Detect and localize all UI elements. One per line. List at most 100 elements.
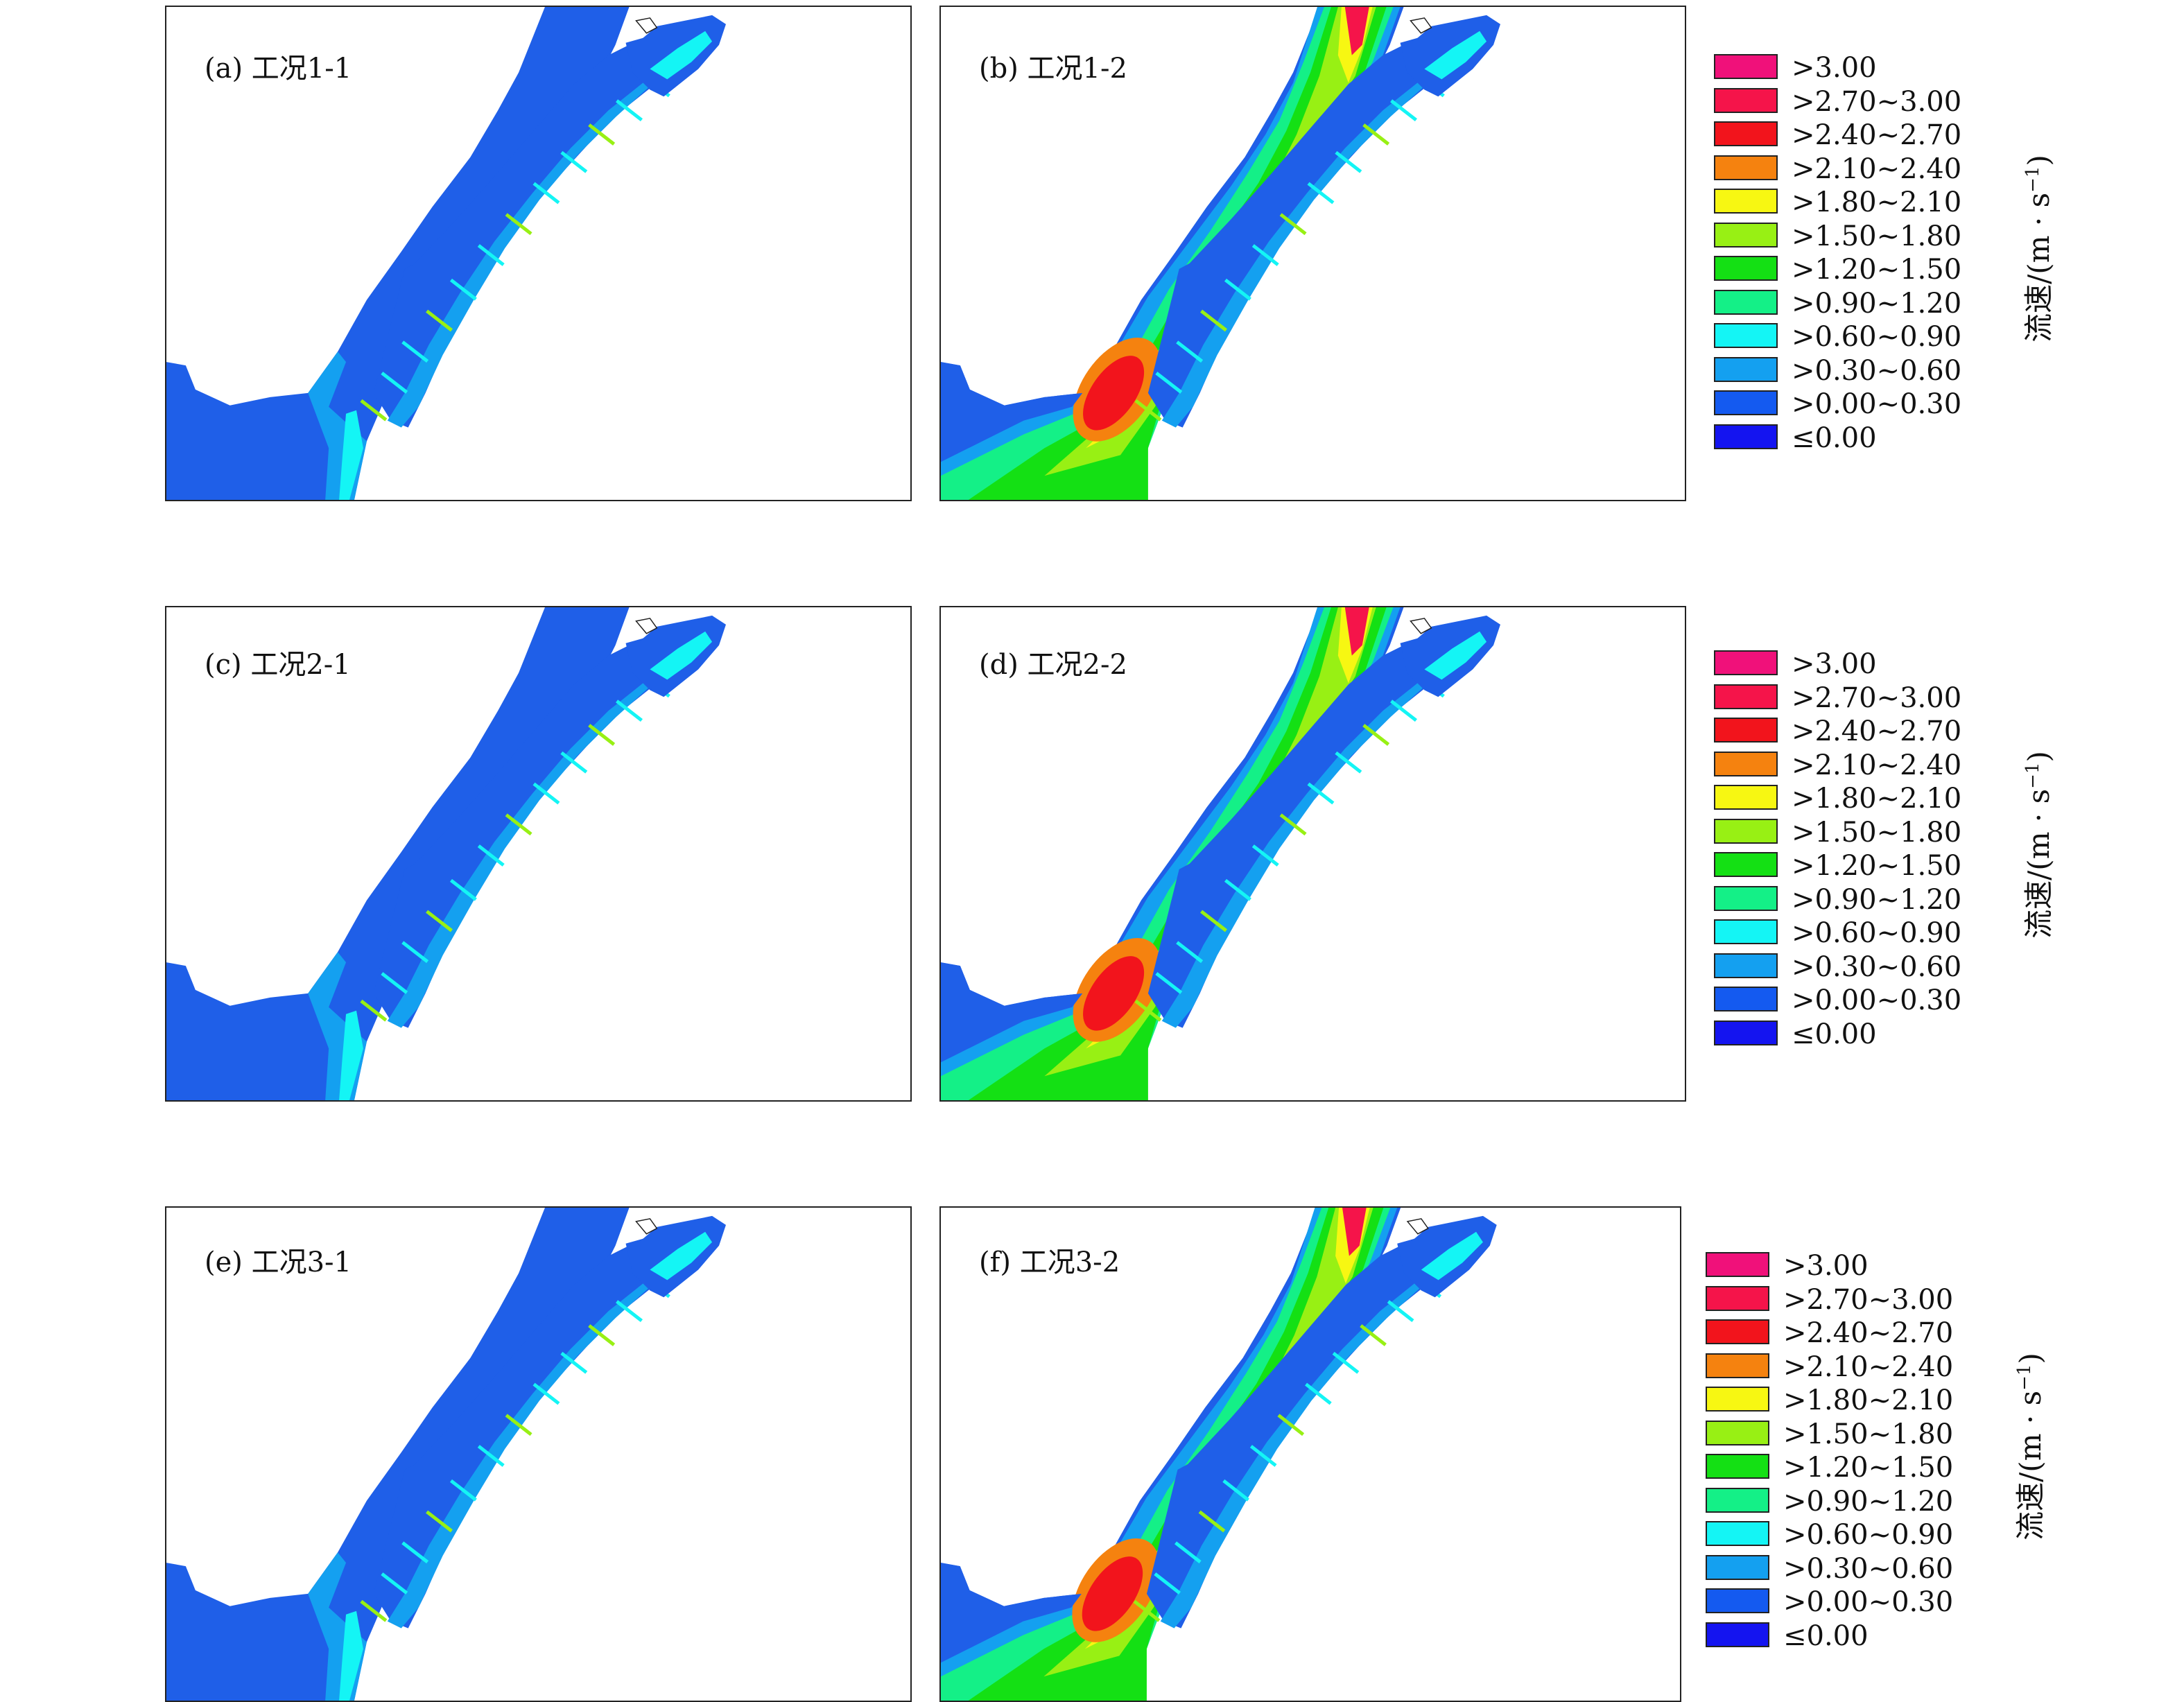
panel-a: (a) 工况1-1 [165, 6, 912, 501]
groyne [426, 309, 453, 332]
legend-label: >2.70~3.00 [1792, 681, 1962, 714]
groyne [360, 1599, 388, 1622]
legend-swatch [1706, 1454, 1769, 1479]
legend-swatch [1706, 1521, 1769, 1546]
legend-item: >0.90~1.20 [1714, 287, 2005, 320]
gate-structure [635, 618, 658, 634]
groyne [1279, 213, 1307, 236]
zone-270-300 [1342, 1208, 1367, 1256]
legend-label: >1.50~1.80 [1792, 220, 1962, 252]
legend-item: >0.30~0.60 [1714, 355, 2005, 387]
legend-item: >0.00~0.30 [1714, 388, 2005, 420]
legend-label: >2.10~2.40 [1792, 153, 1962, 185]
groyne [477, 844, 505, 867]
groyne [1305, 1382, 1332, 1405]
groyne [1362, 724, 1390, 746]
legend-label: >0.90~1.20 [1792, 287, 1962, 320]
legend-swatch [1714, 390, 1778, 415]
groyne [1224, 878, 1251, 901]
basin-flow [1424, 31, 1487, 80]
basin-flow [650, 631, 713, 680]
groyne [426, 910, 453, 932]
legend-3: >3.00 >2.70~3.00 >2.40~2.70 >2.10~2.40 >1.80… [1706, 1250, 2094, 1668]
legend-label: >0.60~0.90 [1783, 1519, 1954, 1551]
left-bay [941, 362, 1083, 462]
side-channel-flow [1161, 37, 1466, 428]
zone-270-300 [1344, 607, 1369, 656]
legend-item: >2.70~3.00 [1714, 681, 2005, 714]
groyne [616, 1300, 643, 1323]
legend-swatch [1706, 1285, 1769, 1311]
gate-structure [1406, 1218, 1429, 1235]
legend-item: ≤0.00 [1714, 422, 2005, 454]
legend-item: ≤0.00 [1714, 1018, 2005, 1050]
groyne [532, 782, 560, 805]
legend-item: >1.80~2.10 [1714, 186, 2005, 218]
groyne [1133, 1599, 1161, 1622]
legend-label: >2.10~2.40 [1783, 1351, 1954, 1383]
groyne [477, 1445, 505, 1467]
legend-item: >0.60~0.90 [1714, 917, 2005, 949]
zone-240-270 [1083, 956, 1145, 1031]
gate-structure [1410, 618, 1432, 634]
legend-swatch [1714, 289, 1778, 315]
groyne [449, 878, 477, 901]
legend-label: >0.90~1.20 [1783, 1485, 1954, 1518]
legend-item: >3.00 [1714, 648, 2005, 680]
legend-swatch [1714, 852, 1778, 877]
panel-f: (f) 工况3-2 [939, 1206, 1681, 1702]
legend-swatch [1714, 323, 1778, 348]
legend-swatch [1706, 1588, 1769, 1613]
legend-swatch [1714, 987, 1778, 1011]
legend-swatch [1706, 1387, 1769, 1412]
legend-item: >0.60~0.90 [1706, 1519, 1997, 1551]
legend-unit-label: 流速/(m · s−1) [2013, 1353, 2047, 1540]
legend-label: >0.00~0.30 [1783, 1586, 1954, 1618]
groyne [1335, 751, 1362, 774]
legend-label: >3.00 [1792, 52, 1877, 84]
legend-swatch [1706, 1420, 1769, 1445]
groyne [505, 1414, 532, 1436]
groyne [1155, 972, 1183, 994]
legend-label: >1.80~2.10 [1792, 186, 1962, 218]
panel-label: (f) 工况3-2 [979, 1247, 1120, 1278]
groyne [1134, 999, 1162, 1022]
groyne [1174, 1541, 1202, 1564]
groyne [1222, 1479, 1249, 1502]
legend-swatch [1706, 1622, 1769, 1647]
groyne [426, 1510, 453, 1533]
groyne [505, 813, 532, 836]
left-bay [941, 1563, 1082, 1663]
groyne [1251, 244, 1279, 266]
legend-swatch [1706, 1319, 1769, 1344]
legend-label: >2.70~3.00 [1792, 85, 1962, 118]
velocity-map [941, 1208, 1680, 1701]
groyne [381, 1572, 408, 1595]
groyne [401, 941, 429, 964]
panel-b: (b) 工况1-2 [939, 6, 1686, 501]
legend-swatch [1714, 424, 1778, 449]
groyne [1224, 278, 1251, 301]
velocity-map [941, 7, 1685, 500]
main-channel [166, 7, 630, 500]
panel-e: (e) 工况3-1 [165, 1206, 912, 1702]
groyne [1390, 99, 1417, 122]
legend-swatch [1714, 718, 1778, 743]
legend-item: >1.20~1.50 [1714, 850, 2005, 882]
legend-label: >2.70~3.00 [1783, 1283, 1954, 1316]
groyne [1176, 340, 1204, 363]
legend-label: ≤0.00 [1792, 422, 1877, 454]
groyne [1307, 782, 1335, 805]
panel-label: (d) 工况2-2 [979, 649, 1127, 681]
legend-label: >2.10~2.40 [1792, 749, 1962, 781]
legend-1: >3.00 >2.70~3.00 >2.40~2.70 >2.10~2.40 >1.80… [1714, 52, 2102, 470]
legend-item: >2.40~2.70 [1706, 1317, 1997, 1349]
groyne [1279, 813, 1307, 836]
legend-item: >1.50~1.80 [1714, 817, 2005, 849]
groyne [560, 1351, 588, 1374]
groyne [401, 1541, 429, 1564]
legend-label: >1.80~2.10 [1792, 783, 1962, 815]
groyne [1387, 1300, 1414, 1323]
groyne [449, 1479, 477, 1502]
legend-item: >0.30~0.60 [1706, 1553, 1997, 1585]
